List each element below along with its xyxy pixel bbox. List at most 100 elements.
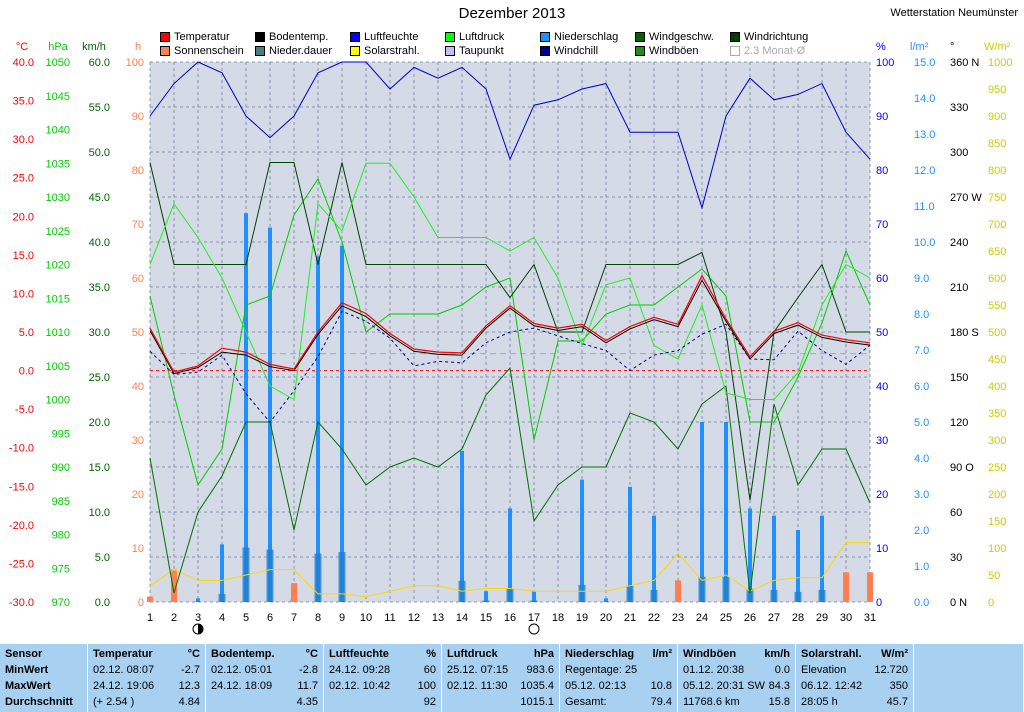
humidity-axis-tick: 0	[876, 597, 882, 609]
stats-label: 28:05 h	[801, 696, 838, 708]
solar-axis-tick: 300	[988, 435, 1006, 447]
solar-axis-tick: 850	[988, 138, 1006, 150]
precip-bar	[628, 486, 632, 602]
day-tick: 11	[384, 612, 395, 624]
pressure-axis-tick: 985	[52, 496, 70, 508]
day-tick: 27	[768, 612, 780, 624]
stats-label: Solarstrahl.	[801, 648, 862, 660]
solar-axis-tick: 0	[988, 597, 994, 609]
temp-axis-tick: 10.0	[13, 288, 34, 300]
legend-label: Niederschlag	[554, 31, 619, 43]
stats-row: 11768.6 km 15.8	[683, 696, 790, 712]
legend-swatch	[255, 32, 265, 42]
rain-axis-tick: 5.0	[914, 417, 929, 429]
direction-axis-tick: 210	[950, 282, 968, 294]
day-tick: 19	[576, 612, 588, 624]
stats-panel-druck: Luftdruck hPa 25.12. 07:15 983.6 02.12. 11:3…	[442, 644, 560, 712]
solar-axis-tick: 650	[988, 246, 1006, 258]
legend-item: Windböen	[635, 45, 699, 57]
pressure-axis-tick: 1045	[46, 91, 70, 103]
legend-item: Bodentemp.	[255, 31, 328, 43]
stats-panel-feuchte: Luftfeuchte% 24.12. 09:28 60 02.12. 10:42 10…	[324, 644, 442, 712]
direction-axis-tick: 30	[950, 552, 962, 564]
precip-duration-bar	[770, 589, 778, 602]
legend-label: Bodentemp.	[269, 31, 329, 43]
solar-axis-tick: 400	[988, 381, 1006, 393]
humidity-axis-tick: 20	[876, 489, 888, 501]
humidity-axis-tick: 80	[876, 165, 888, 177]
precip-duration-bar	[602, 601, 610, 602]
legend-item: 2.3 Monat-Ø	[730, 45, 805, 57]
stats-row: MinWert	[5, 664, 82, 680]
day-tick: 23	[672, 612, 684, 624]
stats-label: 05.12. 20:31 SW	[683, 680, 765, 692]
stats-value: 60	[423, 664, 436, 676]
wind-axis-tick: 60.0	[89, 57, 110, 69]
rain-axis-tick: 7.0	[914, 345, 929, 357]
rain-axis-tick: 6.0	[914, 381, 929, 393]
rain-axis-tick: 4.0	[914, 453, 929, 465]
temp-axis-tick: 35.0	[13, 96, 34, 108]
legend-item: Luftdruck	[445, 31, 504, 43]
wind-axis-tick: 35.0	[89, 282, 110, 294]
precip-duration-bar	[530, 600, 538, 602]
stats-label: 24.12. 18:09	[211, 680, 273, 692]
day-tick: 14	[456, 612, 468, 624]
stats-value: 79.4	[650, 696, 672, 708]
legend-swatch	[540, 32, 550, 42]
stats-row: Luftdruck hPa	[447, 648, 554, 664]
stats-row: Bodentemp. °C	[211, 648, 318, 664]
legend-label: Nieder.dauer	[269, 45, 332, 57]
temp-axis-tick: -30.0	[9, 597, 34, 609]
precip-bar	[220, 544, 224, 602]
day-tick: 1	[147, 612, 153, 624]
temp-axis-unit: °C	[16, 41, 28, 53]
stats-row: 05.12. 20:31 SW 84.3	[683, 680, 790, 696]
pressure-axis-tick: 1010	[46, 327, 70, 339]
wind-axis-tick: 0.0	[95, 597, 110, 609]
humidity-axis-unit: %	[876, 41, 886, 53]
hours-axis-tick: 100	[126, 57, 144, 69]
stats-label: Elevation	[801, 664, 847, 676]
direction-axis-tick: 300	[950, 147, 968, 159]
wind-axis-unit: km/h	[82, 41, 106, 53]
humidity-axis-tick: 10	[876, 543, 888, 555]
precip-duration-bar	[578, 584, 586, 602]
direction-axis-tick: 120	[950, 417, 968, 429]
hours-axis-tick: 40	[132, 381, 144, 393]
wind-axis-tick: 25.0	[89, 372, 110, 384]
stats-label: Gesamt:	[565, 696, 607, 708]
chart-title: Dezember 2013	[458, 5, 566, 22]
temperature-line	[149, 274, 871, 373]
rain-axis-tick: 0.0	[914, 597, 929, 609]
precip-duration-bar	[626, 585, 634, 602]
hours-axis-tick: 60	[132, 273, 144, 285]
wind-axis-tick: 10.0	[89, 507, 110, 519]
stats-value: W/m²	[881, 648, 908, 660]
station-name: Wetterstation Neumünster	[890, 7, 1018, 19]
legend-item: Temperatur	[160, 31, 230, 43]
sunshine-bar	[171, 569, 177, 602]
stats-label: 24.12. 09:28	[329, 664, 391, 676]
precip-bar	[268, 227, 272, 602]
hours-axis-tick: 50	[132, 327, 144, 339]
moon-phase-icon	[528, 623, 540, 635]
rain-axis-tick: 15.0	[914, 57, 935, 69]
stats-row: 24.12. 19:06 12.3	[93, 680, 200, 696]
stats-row: 02.12. 05:01 -2.8	[211, 664, 318, 680]
hours-axis-tick: 20	[132, 489, 144, 501]
day-tick: 21	[624, 612, 636, 624]
legend-label: Windrichtung	[744, 31, 809, 43]
stats-value: 84.3	[768, 680, 790, 692]
hours-axis-tick: 10	[132, 543, 144, 555]
stats-value: -2.8	[299, 664, 318, 676]
precip-bar	[652, 515, 656, 602]
legend-item: Luftfeuchte	[350, 31, 418, 43]
legend-item: Windrichtung	[730, 31, 808, 43]
solar-axis-tick: 950	[988, 84, 1006, 96]
pressure-axis-tick: 1035	[46, 158, 70, 170]
pressure-axis-tick: 1005	[46, 361, 70, 373]
precip-bar	[748, 508, 752, 602]
hours-axis-unit: h	[135, 41, 141, 53]
stats-value: hPa	[533, 648, 554, 660]
